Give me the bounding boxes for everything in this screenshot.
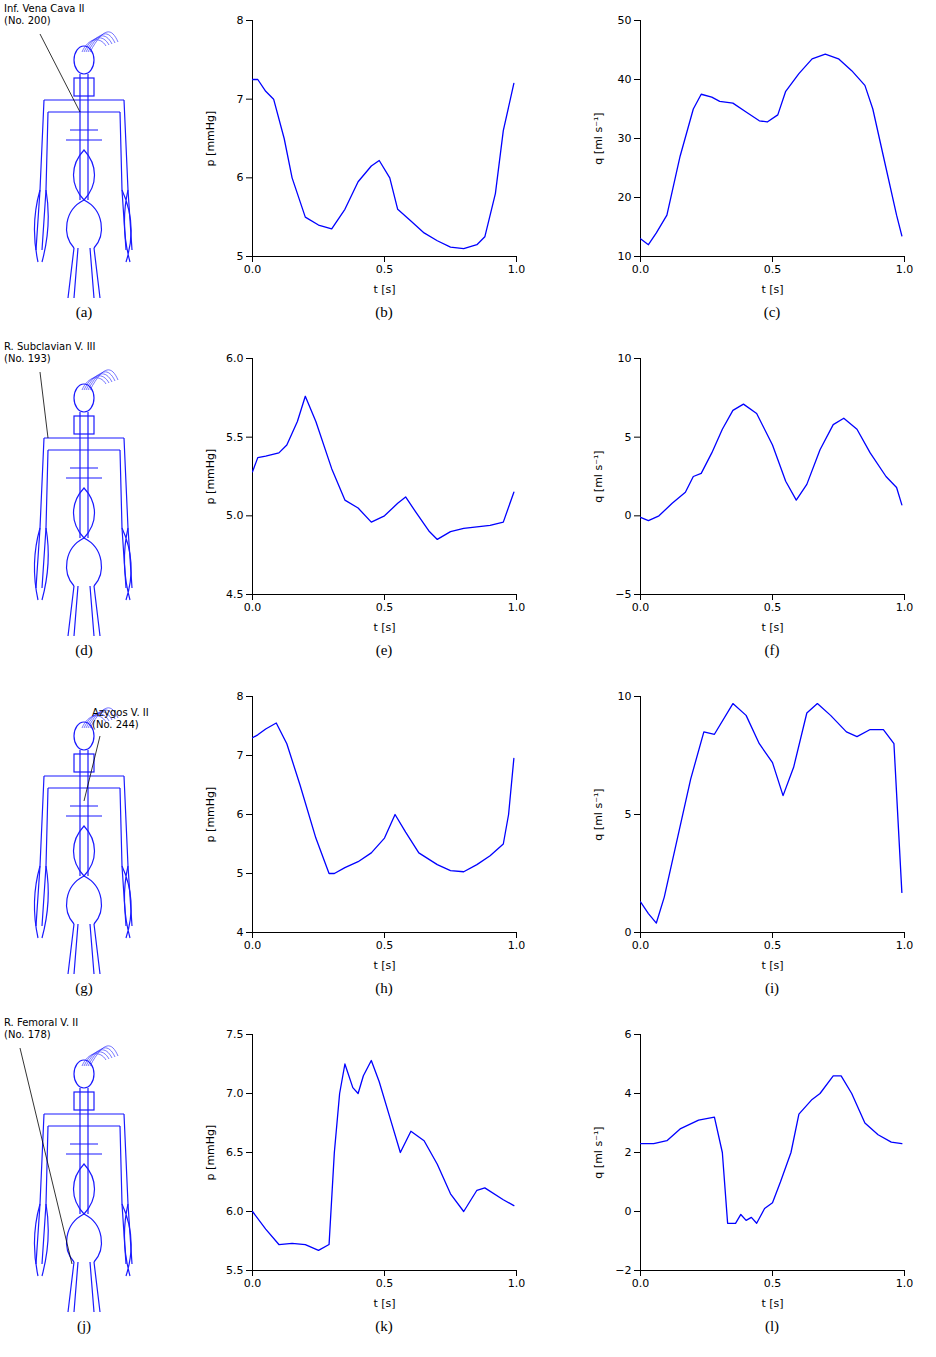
svg-text:q [ml s⁻¹]: q [ml s⁻¹]: [592, 112, 605, 164]
svg-text:0.0: 0.0: [244, 263, 262, 276]
svg-text:6: 6: [237, 808, 244, 821]
svg-text:0.5: 0.5: [764, 263, 782, 276]
svg-text:4: 4: [237, 926, 244, 939]
svg-text:6.0: 6.0: [226, 1205, 244, 1218]
svg-text:0.0: 0.0: [632, 939, 650, 952]
svg-text:t [s]: t [s]: [761, 283, 783, 296]
svg-text:0.0: 0.0: [244, 939, 262, 952]
svg-text:q [ml s⁻¹]: q [ml s⁻¹]: [592, 1126, 605, 1178]
svg-text:0.5: 0.5: [764, 939, 782, 952]
svg-text:5.5: 5.5: [226, 1264, 244, 1277]
svg-text:t [s]: t [s]: [373, 621, 395, 634]
svg-text:0.0: 0.0: [632, 263, 650, 276]
svg-text:t [s]: t [s]: [373, 959, 395, 972]
svg-text:p [mmHg]: p [mmHg]: [204, 111, 217, 167]
svg-text:Azygos V. II(No. 244): Azygos V. II(No. 244): [92, 707, 149, 730]
svg-text:1.0: 1.0: [896, 263, 914, 276]
svg-text:10: 10: [618, 352, 632, 365]
svg-text:0.0: 0.0: [632, 1277, 650, 1290]
svg-text:6.5: 6.5: [226, 1146, 244, 1159]
svg-text:20: 20: [618, 191, 632, 204]
svg-text:0: 0: [625, 926, 632, 939]
svg-text:5: 5: [625, 431, 632, 444]
svg-text:6: 6: [625, 1028, 632, 1041]
svg-text:7.5: 7.5: [226, 1028, 244, 1041]
svg-text:−5: −5: [615, 588, 631, 601]
svg-text:40: 40: [618, 73, 632, 86]
html-text:(a): (a): [75, 304, 93, 320]
svg-text:0.0: 0.0: [244, 601, 262, 614]
svg-text:p [mmHg]: p [mmHg]: [204, 1125, 217, 1181]
svg-text:R. Femoral V. II(No. 178): R. Femoral V. II(No. 178): [4, 1017, 78, 1040]
svg-text:0: 0: [625, 1205, 632, 1218]
svg-text:q [ml s⁻¹]: q [ml s⁻¹]: [592, 450, 605, 502]
html-text:(l): (l): [764, 1318, 780, 1334]
svg-text:t [s]: t [s]: [761, 1297, 783, 1310]
svg-text:1.0: 1.0: [896, 601, 914, 614]
svg-text:8: 8: [237, 14, 244, 27]
svg-text:t [s]: t [s]: [761, 959, 783, 972]
svg-text:R. Subclavian V. III(No. 193): R. Subclavian V. III(No. 193): [4, 341, 95, 364]
svg-text:4.5: 4.5: [226, 588, 244, 601]
svg-text:Inf. Vena Cava II(No. 200): Inf. Vena Cava II(No. 200): [4, 3, 85, 26]
svg-text:10: 10: [618, 690, 632, 703]
svg-text:t [s]: t [s]: [373, 283, 395, 296]
html-text:(g): (g): [75, 980, 93, 996]
svg-text:−2: −2: [615, 1264, 631, 1277]
svg-text:7: 7: [237, 749, 244, 762]
svg-text:5: 5: [237, 250, 244, 263]
svg-text:5.0: 5.0: [226, 509, 244, 522]
html-text:(d): (d): [75, 642, 93, 658]
svg-text:0.5: 0.5: [376, 1277, 394, 1290]
svg-text:7.0: 7.0: [226, 1087, 244, 1100]
svg-text:0: 0: [625, 509, 632, 522]
html-text:(e): (e): [375, 642, 393, 658]
svg-text:10: 10: [618, 250, 632, 263]
svg-text:1.0: 1.0: [508, 263, 526, 276]
svg-text:p [mmHg]: p [mmHg]: [204, 787, 217, 843]
svg-text:0.5: 0.5: [764, 1277, 782, 1290]
html-text:(h): (h): [375, 980, 393, 996]
svg-text:q [ml s⁻¹]: q [ml s⁻¹]: [592, 788, 605, 840]
svg-text:2: 2: [625, 1146, 632, 1159]
svg-text:p [mmHg]: p [mmHg]: [204, 449, 217, 505]
svg-text:5: 5: [625, 808, 632, 821]
svg-text:1.0: 1.0: [896, 1277, 914, 1290]
svg-text:30: 30: [618, 132, 632, 145]
html-text:(c): (c): [763, 304, 781, 320]
svg-text:0.5: 0.5: [376, 601, 394, 614]
html-text:(k): (k): [375, 1318, 393, 1334]
svg-text:0.5: 0.5: [376, 939, 394, 952]
svg-text:t [s]: t [s]: [373, 1297, 395, 1310]
svg-text:0.5: 0.5: [376, 263, 394, 276]
svg-text:1.0: 1.0: [896, 939, 914, 952]
svg-text:8: 8: [237, 690, 244, 703]
svg-text:0.0: 0.0: [632, 601, 650, 614]
svg-text:1.0: 1.0: [508, 601, 526, 614]
svg-text:1.0: 1.0: [508, 1277, 526, 1290]
svg-text:6.0: 6.0: [226, 352, 244, 365]
html-text:(b): (b): [375, 304, 393, 320]
svg-text:6: 6: [237, 171, 244, 184]
html-text:(f): (f): [764, 642, 780, 658]
svg-text:t [s]: t [s]: [761, 621, 783, 634]
svg-text:0.5: 0.5: [764, 601, 782, 614]
svg-text:50: 50: [618, 14, 632, 27]
svg-text:4: 4: [625, 1087, 632, 1100]
svg-text:5: 5: [237, 867, 244, 880]
html-text:(i): (i): [764, 980, 780, 996]
svg-text:1.0: 1.0: [508, 939, 526, 952]
svg-text:0.0: 0.0: [244, 1277, 262, 1290]
svg-text:5.5: 5.5: [226, 431, 244, 444]
html-text:(j): (j): [76, 1318, 92, 1334]
svg-text:7: 7: [237, 93, 244, 106]
